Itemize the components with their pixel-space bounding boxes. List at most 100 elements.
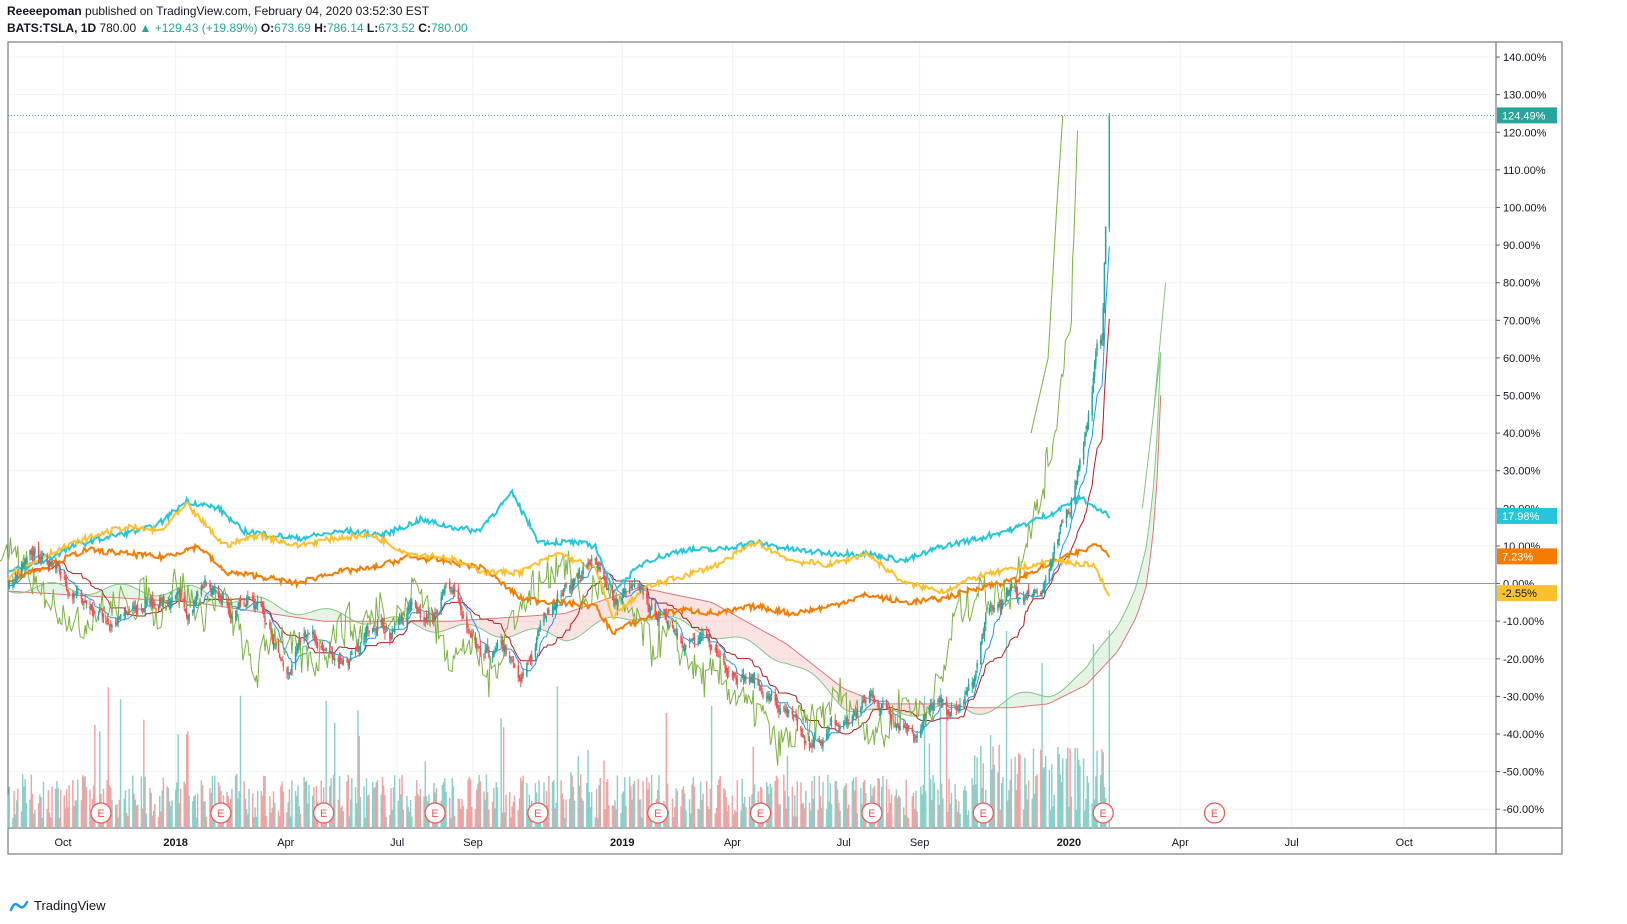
earnings-marker[interactable]: E [424, 802, 446, 824]
volume-bar [466, 809, 468, 828]
volume-bar [237, 798, 239, 828]
author-name[interactable]: Reeeepoman [7, 4, 82, 18]
cloud-segment [716, 605, 721, 639]
cloud-segment [969, 707, 974, 714]
candle-body [261, 603, 264, 608]
volume-bar [839, 810, 841, 828]
candle-body [289, 672, 292, 674]
tradingview-brand[interactable]: TradingView [9, 898, 106, 913]
earnings-marker[interactable]: E [90, 802, 112, 824]
candle-body [1041, 592, 1043, 596]
price-axis-label: 17.98% [1502, 511, 1540, 523]
close-label: C: [418, 21, 431, 35]
candle-body [1091, 391, 1093, 416]
volume-bar [1091, 803, 1093, 828]
volume-bar [143, 719, 145, 828]
volume-bar [693, 786, 696, 828]
volume-bar [381, 776, 384, 828]
cloud-segment [742, 619, 746, 639]
volume-bar [168, 801, 171, 828]
candle-body [708, 635, 710, 644]
candle-body [570, 584, 572, 589]
volume-bar [1057, 747, 1059, 828]
volume-bar [904, 814, 906, 828]
volume-bar [389, 815, 391, 828]
candle-body [860, 707, 862, 714]
candle-body [942, 699, 944, 702]
earnings-marker[interactable]: E [210, 802, 232, 824]
cloud-segment [731, 613, 735, 638]
candle-body [135, 608, 138, 611]
volume-bar [808, 802, 811, 828]
candle-body [975, 670, 977, 678]
candle-body [117, 618, 119, 625]
cloud-segment [275, 604, 280, 615]
cloud-segment [132, 586, 137, 599]
earnings-marker[interactable]: E [1092, 802, 1114, 824]
candle-body [1060, 522, 1063, 524]
volume-bar [964, 786, 966, 828]
candle-body [342, 660, 345, 664]
candle-body [231, 615, 233, 619]
volume-bar [351, 778, 353, 828]
volume-bar [406, 795, 408, 828]
cloud-segment [320, 608, 324, 622]
cloud-segment [129, 585, 133, 599]
volume-bar [906, 816, 909, 828]
volume-bar [787, 796, 790, 828]
earnings-marker[interactable]: E [527, 802, 549, 824]
volume-bar [594, 817, 597, 828]
volume-bar [415, 780, 418, 828]
volume-bar [691, 784, 693, 828]
volume-bar [830, 804, 833, 828]
candle-body [707, 636, 709, 639]
cloud-segment [1046, 696, 1051, 705]
cloud-segment [59, 583, 64, 595]
candle-body [1075, 480, 1078, 486]
cloud-segment [602, 598, 607, 620]
earnings-marker[interactable]: E [1203, 802, 1226, 824]
volume-bar [863, 779, 866, 828]
volume-bar [890, 794, 893, 828]
candle-body [578, 573, 581, 577]
volume-bar [948, 778, 950, 828]
candle-body [577, 572, 579, 579]
candle-body [783, 707, 785, 709]
candle-body [478, 646, 480, 648]
volume-bar [1036, 774, 1038, 828]
volume-bar [196, 793, 199, 828]
earnings-marker[interactable]: E [861, 802, 883, 824]
x-tick-label: Jul [837, 837, 851, 849]
volume-bar [880, 786, 883, 828]
symbol-label[interactable]: BATS:TSLA, 1D [7, 21, 97, 35]
candle-body [581, 572, 583, 579]
candle-body [8, 581, 10, 589]
volume-bar [494, 808, 496, 828]
candle-body [740, 679, 742, 682]
candle-body [84, 600, 86, 603]
candle-body [1053, 545, 1055, 554]
cloud-segment [44, 582, 49, 594]
candle-body [988, 607, 991, 614]
candle-body [1049, 566, 1052, 571]
candle-body [621, 594, 624, 600]
candle-body [551, 609, 554, 615]
candle-body [718, 654, 720, 656]
earnings-marker[interactable]: E [647, 802, 669, 824]
volume-bar [256, 790, 259, 828]
volume-bar [1014, 756, 1016, 828]
volume-bar [194, 794, 196, 828]
volume-bar [231, 788, 233, 828]
candle-body [183, 597, 185, 608]
candle-body [1085, 431, 1087, 437]
earnings-marker[interactable]: E [313, 802, 335, 824]
candle-body [201, 586, 204, 588]
candle-body [839, 726, 841, 729]
candle-body [452, 589, 455, 593]
volume-bar [616, 775, 619, 828]
candle-body [998, 604, 1000, 607]
volume-bar [1100, 774, 1102, 828]
earnings-marker[interactable]: E [749, 802, 772, 824]
earnings-marker[interactable]: E [972, 802, 994, 824]
